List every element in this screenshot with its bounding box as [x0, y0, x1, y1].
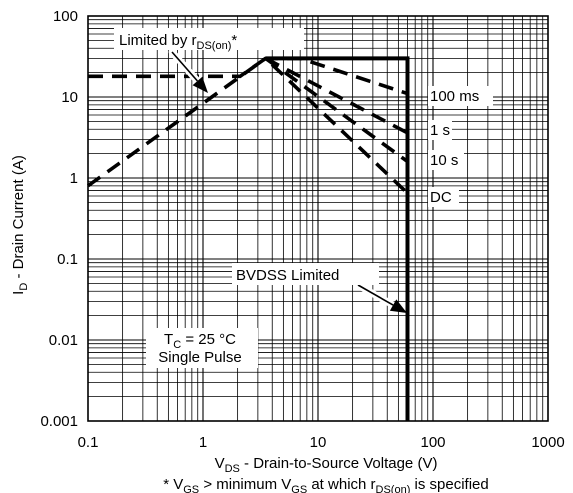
- rds-limit-label: Limited by rDS(on)*: [119, 32, 237, 52]
- line-label-dc: DC: [430, 189, 452, 206]
- y-tick-label: 100: [53, 8, 78, 25]
- bvdss-label: BVDSS Limited: [236, 267, 339, 284]
- label-1s-bg: [428, 120, 452, 140]
- footnote: * VGS > minimum VGS at which rDS(on) is …: [163, 476, 489, 493]
- x-tick-label: 10: [310, 434, 327, 451]
- series-line-limit: [265, 56, 410, 421]
- y-axis-title: ID - Drain Current (A): [10, 155, 30, 295]
- y-tick-labels: 0.001 0.01 0.1 1 10 100: [40, 8, 78, 430]
- rds-arrow-head: [192, 76, 208, 93]
- x-tick-label: 0.1: [78, 434, 99, 451]
- label-100ms-bg: [428, 86, 493, 106]
- x-tick-label: 1: [199, 434, 207, 451]
- single-pulse-label: Single Pulse: [158, 349, 241, 366]
- series-line-DC: [88, 56, 409, 195]
- y-tick-label: 0.001: [40, 413, 78, 430]
- plot-frame: [87, 15, 549, 422]
- x-tick-labels: 0.1 1 10 100 1000: [78, 434, 565, 451]
- y-tick-label: 1: [70, 170, 78, 187]
- x-axis-title: VDS - Drain-to-Source Voltage (V): [215, 455, 438, 475]
- tc-label: TC = 25 °C: [164, 331, 236, 351]
- x-tick-label: 1000: [531, 434, 564, 451]
- plot-border: [87, 15, 549, 422]
- line-label-1s: 1 s: [430, 122, 450, 139]
- line-label-10s: 10 s: [430, 152, 458, 169]
- bvdss-arrow: [357, 284, 394, 306]
- y-tick-label: 0.01: [49, 332, 78, 349]
- series-line-10-s: [264, 56, 409, 163]
- bvdss-arrow-head: [389, 299, 407, 313]
- bvdss-label-bg: [232, 263, 379, 285]
- line-label-100ms: 100 ms: [430, 88, 479, 105]
- annotations: Limited by rDS(on)* BVDSS Limited TC = 25 …: [114, 28, 493, 368]
- x-tick-label: 100: [420, 434, 445, 451]
- y-tick-label: 10: [61, 89, 78, 106]
- label-10s-bg: [428, 150, 464, 170]
- series-line-1-s: [264, 56, 409, 135]
- label-dc-bg: [428, 187, 459, 207]
- series-line-100-ms: [86, 56, 409, 188]
- series-group: [86, 56, 410, 421]
- rds-label-bg: [114, 28, 304, 50]
- y-tick-label: 0.1: [57, 251, 78, 268]
- conditions-label-bg: [146, 328, 258, 368]
- rds-arrow: [171, 51, 199, 82]
